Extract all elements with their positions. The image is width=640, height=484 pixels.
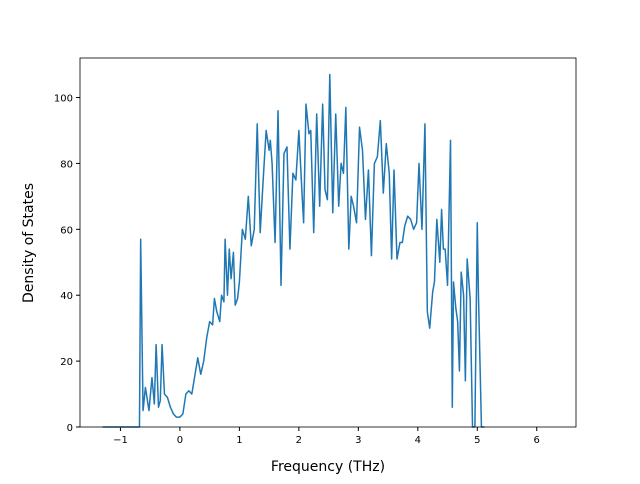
y-axis-label: Density of States: [21, 183, 37, 303]
y-tick-label: 0: [67, 423, 73, 434]
x-tick-label: 5: [474, 435, 480, 446]
x-tick-label: 2: [296, 435, 302, 446]
x-tick-label: 6: [534, 435, 540, 446]
y-tick-label: 100: [54, 94, 73, 105]
x-tick-label: 0: [177, 435, 183, 446]
x-tick-label: 3: [355, 435, 361, 446]
y-tick-label: 80: [60, 159, 73, 170]
x-tick-label: 4: [415, 435, 421, 446]
x-tick-label: 1: [236, 435, 242, 446]
x-axis-label: Frequency (THz): [271, 459, 385, 475]
axes-frame: [79, 57, 577, 428]
y-tick-label: 20: [60, 357, 73, 368]
x-tick-label: −1: [113, 435, 128, 446]
line-series: [102, 73, 485, 428]
y-tick-label: 40: [60, 291, 73, 302]
y-tick-label: 60: [60, 225, 73, 236]
